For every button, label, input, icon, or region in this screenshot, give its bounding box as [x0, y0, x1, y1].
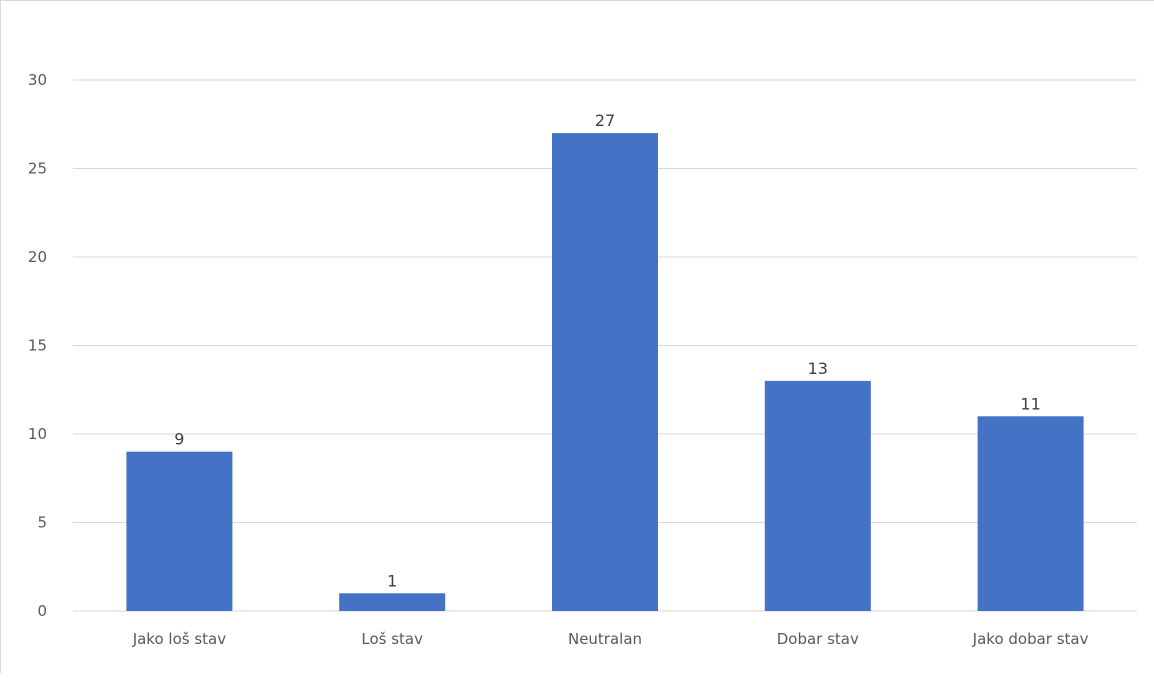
bar: [126, 451, 233, 611]
y-tick-label: 15: [28, 337, 47, 355]
bar-value-label: 9: [174, 430, 184, 449]
bar-value-label: 13: [808, 359, 828, 378]
bar: [552, 133, 658, 611]
x-category-label: Neutralan: [568, 630, 642, 648]
y-tick-label: 5: [37, 514, 47, 532]
x-category-label: Jako loš stav: [132, 630, 227, 648]
bar: [977, 416, 1084, 611]
y-axis-ticks: 0 5 10 15 20 25 30: [28, 71, 47, 620]
bar-value-label: 27: [595, 111, 615, 130]
x-axis-categories: Jako loš stav Loš stav Neutralan Dobar stav…: [132, 630, 1089, 648]
bar: [339, 593, 446, 611]
bar-value-label: 1: [387, 571, 397, 590]
bars: [126, 133, 1084, 611]
y-tick-label: 25: [28, 160, 47, 178]
bar: [764, 380, 871, 611]
y-tick-label: 20: [28, 248, 47, 266]
y-tick-label: 0: [37, 602, 47, 620]
x-category-label: Jako dobar stav: [972, 630, 1089, 648]
y-tick-label: 10: [28, 425, 47, 443]
bar-value-label: 11: [1020, 394, 1040, 413]
data-labels: 9 1 27 13 11: [174, 111, 1040, 590]
x-category-label: Dobar stav: [777, 630, 859, 648]
x-category-label: Loš stav: [361, 630, 423, 648]
y-tick-label: 30: [28, 71, 47, 89]
